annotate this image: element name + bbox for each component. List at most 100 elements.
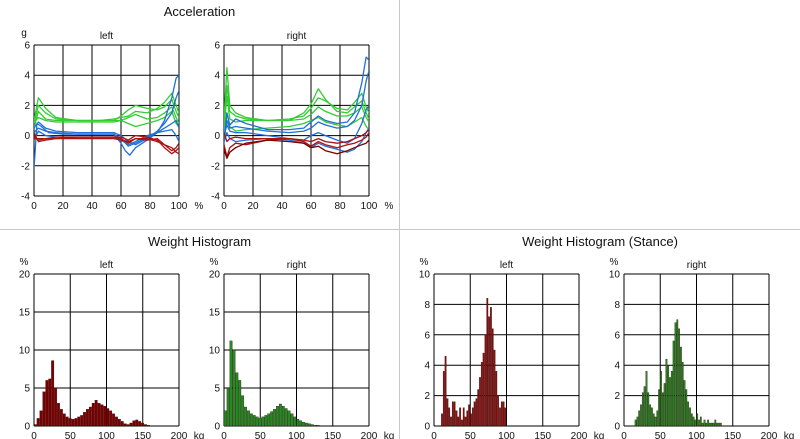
wh-right-xtick-label: 50 [255,431,267,439]
accel-right-ytick-label: -2 [211,161,220,172]
whs-right-ytick-label: 2 [614,391,620,402]
whs-left-bar [462,407,465,427]
wh-left-bar [51,360,55,427]
wh-right-xtick-label: 0 [221,431,227,439]
wh-left-bar [45,380,49,427]
wh-left-bar [83,412,86,427]
whs-left-bar [468,404,470,427]
whs-right-bar [658,389,660,427]
accel-left-xtick-label: 0 [31,201,37,212]
whs-left-bar [466,410,469,427]
wh-right-bar [223,410,227,427]
whs-right-ytick-label: 4 [614,361,620,372]
whs-left-xtick-label: 50 [465,431,477,439]
wh-left-bar [135,419,139,427]
acceleration-panel: Acceleration [0,0,400,230]
wh-left-bar [48,378,52,427]
whs-left-bar [490,307,492,427]
whs-right-bar [714,419,717,427]
accel-right-xtick-label: 20 [247,201,259,212]
whs-right-bar [643,386,646,427]
wh-right-xtick-label: 100 [288,431,305,439]
wh-left-xtick-label: 100 [98,431,115,439]
whs-right-xunit: kg [784,431,795,439]
whs-left-bar [477,389,480,427]
accel-right-xunit: % [385,201,394,212]
wh-right-bar [229,340,233,427]
whs-left-bar [502,401,505,427]
wh-right-bar [316,425,320,427]
wh-right-bar [235,372,239,427]
wh-left-bar [88,406,92,427]
whs-right-ytick-label: 10 [609,270,621,281]
wh-right-bar [310,424,314,427]
whs-right-bar [656,410,659,427]
accel-left-ytick-label: 6 [24,41,30,52]
whs-right-bar [716,422,718,427]
accel-right-ytick-label: 2 [214,101,220,112]
wh-left-bar [57,403,60,427]
accel-left-title: left [100,31,114,42]
whs-right-xtick-label: 100 [688,431,705,439]
wh-left-bar [109,410,113,427]
wh-left-ytick-label: 10 [19,346,31,357]
whs-left-bar [451,401,454,427]
wh-right-bar [226,387,230,427]
whs-right-bar [703,419,706,427]
accel-left-series-line [34,128,179,146]
whs-right-ytick-label: 0 [614,422,620,433]
wh-right-xtick-label: 200 [361,431,378,439]
whs-left-bar [444,355,447,427]
whs-right-bar [669,377,671,427]
whs-right-ytick-label: 6 [614,330,620,341]
whs-left-ytick-label: 0 [424,422,430,433]
whs-right-bar [687,401,689,427]
accel-left-ytick-label: 4 [24,71,30,82]
whs-right-bar [709,422,711,427]
whs-right-xtick-label: 200 [761,431,778,439]
wh-left-bar [120,421,124,427]
whs-left-bar [497,395,499,427]
whs-left-bar [455,410,458,427]
wh-left-ytick-label: 20 [19,270,31,281]
whs-right-bar [676,319,679,427]
whs-right-bar [654,416,657,427]
wh-right-bar [261,416,265,427]
whs-right-title: right [687,260,707,271]
whs-right-bar [641,392,644,427]
wh-right-bar [255,416,259,427]
wh-right-ytick-label: 0 [214,422,220,433]
accel-left-series-line [34,92,179,122]
whs-right-bar [638,410,641,427]
whs-right-bar [636,416,639,427]
whs-right-bar [681,362,684,427]
accel-right-series-line [224,67,369,122]
wh-right-bar [241,395,245,427]
wh-right-bar [284,408,288,427]
whs-right-bar [719,422,722,427]
whs-left-bar [480,362,483,427]
wh-left-bar [74,418,78,427]
accel-right-ytick-label: 0 [214,131,220,142]
wh-right-bar [270,411,274,427]
whs-left-bar [441,413,443,427]
whs-right-bar [699,416,702,427]
whs-right-bar [689,407,691,427]
whs-right-bar [685,389,688,427]
accel-left-series-line [34,98,179,124]
wh-left-xtick-label: 0 [31,431,37,439]
whs-left-bar [479,377,481,427]
accel-right-ytick-label: 6 [214,41,220,52]
wh-left-bar [117,419,121,427]
whs-left-bar [442,371,445,427]
acceleration-title: Acceleration [163,4,236,19]
accel-right-lines [224,56,369,159]
accel-right-series-line [224,132,369,158]
wh-right-bar [273,409,276,427]
whs-left-bar [482,352,485,427]
accel-right-xtick-label: 0 [221,201,227,212]
whs-left-bar [499,407,501,427]
